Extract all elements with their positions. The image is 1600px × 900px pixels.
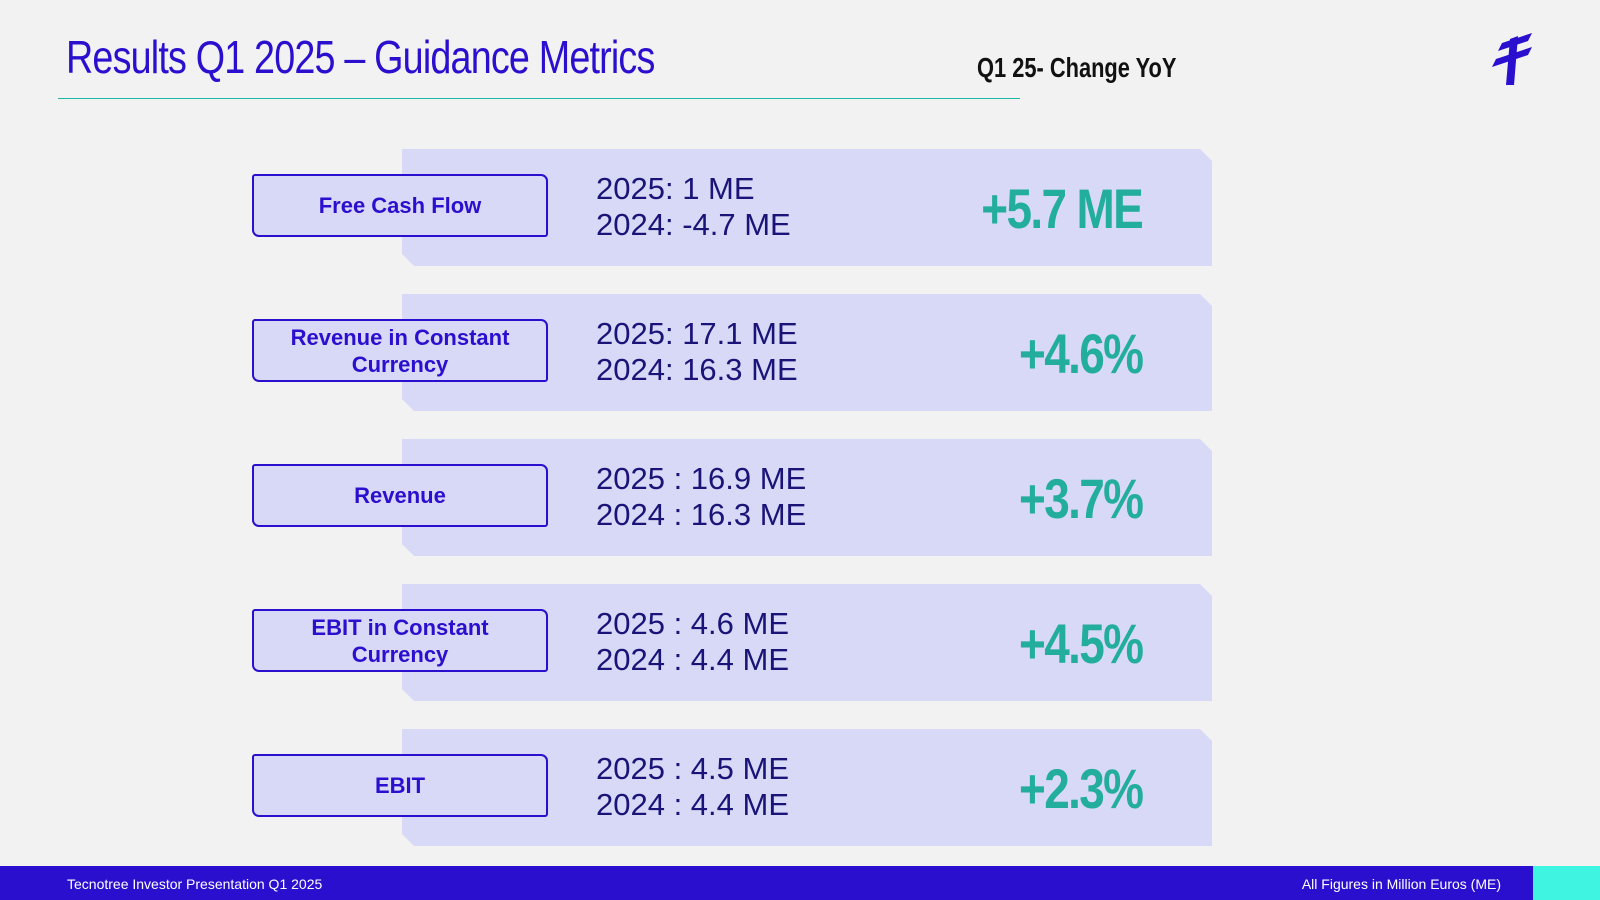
slide-title: Results Q1 2025 – Guidance Metrics (66, 31, 655, 83)
metric-row-ebit: EBIT 2025 : 4.5 ME 2024 : 4.4 ME +2.3% (250, 729, 1212, 847)
metric-values: 2025 : 4.6 ME 2024 : 4.4 ME (596, 606, 789, 678)
metric-row-ebit-constant-currency: EBIT in Constant Currency 2025 : 4.6 ME … (250, 584, 1212, 702)
metric-row-free-cash-flow: Free Cash Flow 2025: 1 ME 2024: -4.7 ME … (250, 149, 1212, 267)
yoy-change: +3.7% (1018, 467, 1144, 530)
metric-label: Revenue in Constant Currency (252, 319, 548, 382)
footer-units-note: All Figures in Million Euros (ME) (1301, 876, 1501, 892)
metric-row-revenue-constant-currency: Revenue in Constant Currency 2025: 17.1 … (250, 294, 1212, 412)
value-2025: 2025 : 4.6 ME (596, 606, 790, 641)
title-underline (58, 98, 1020, 99)
tecnotree-logo-icon (1492, 33, 1532, 85)
value-2025: 2025: 17.1 ME (596, 316, 798, 351)
metric-values: 2025 : 16.9 ME 2024 : 16.3 ME (596, 461, 806, 533)
value-2024: 2024 : 4.4 ME (596, 642, 790, 677)
value-2024: 2024: 16.3 ME (596, 352, 798, 387)
footer-accent-block (1533, 866, 1600, 900)
yoy-change: +2.3% (1018, 757, 1144, 820)
value-2024: 2024 : 16.3 ME (596, 497, 807, 532)
metric-label: EBIT in Constant Currency (252, 609, 548, 672)
change-yoy-heading: Q1 25- Change YoY (977, 52, 1177, 83)
metric-values: 2025: 1 ME 2024: -4.7 ME (596, 171, 791, 243)
yoy-change: +4.5% (1018, 612, 1144, 675)
metric-values: 2025: 17.1 ME 2024: 16.3 ME (596, 316, 798, 388)
value-2025: 2025 : 16.9 ME (596, 461, 807, 496)
value-2025: 2025 : 4.5 ME (596, 751, 790, 786)
metric-label: Revenue (252, 464, 548, 527)
metric-row-revenue: Revenue 2025 : 16.9 ME 2024 : 16.3 ME +3… (250, 439, 1212, 557)
metric-values: 2025 : 4.5 ME 2024 : 4.4 ME (596, 751, 789, 823)
yoy-change: +4.6% (1018, 322, 1144, 385)
footer-bar: Tecnotree Investor Presentation Q1 2025 … (0, 866, 1533, 900)
footer-presentation-title: Tecnotree Investor Presentation Q1 2025 (67, 876, 323, 892)
metric-label: Free Cash Flow (252, 174, 548, 237)
value-2025: 2025: 1 ME (596, 171, 755, 206)
yoy-change: +5.7 ME (981, 177, 1143, 240)
value-2024: 2024: -4.7 ME (596, 207, 791, 242)
metric-label: EBIT (252, 754, 548, 817)
value-2024: 2024 : 4.4 ME (596, 787, 790, 822)
